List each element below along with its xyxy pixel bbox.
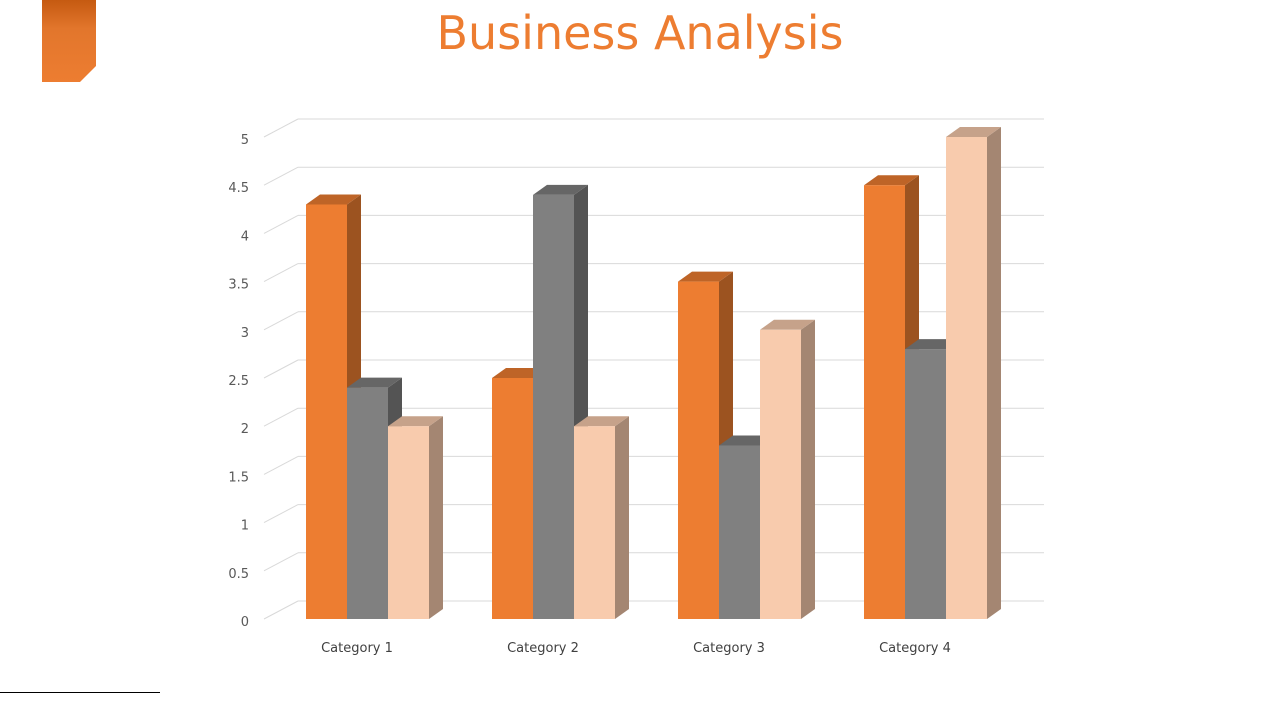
bar [760, 319, 815, 619]
y-tick-label: 1.5 [228, 470, 249, 485]
bar [946, 127, 1001, 619]
chart-bars [306, 127, 1001, 620]
y-tick-label: 0.5 [228, 567, 249, 582]
gridline [263, 214, 1044, 234]
y-axis-tick-labels: 0 0.5 1 1.5 2 2.5 3 3.5 4 4.5 5 [228, 133, 249, 630]
y-tick-label: 1 [241, 519, 249, 534]
y-tick-label: 4.5 [228, 181, 249, 196]
y-tick-label: 0 [241, 615, 249, 630]
y-tick-label: 3 [241, 326, 249, 341]
y-tick-label: 3.5 [228, 278, 249, 293]
y-tick-label: 5 [241, 133, 249, 148]
x-tick-label: Category 4 [879, 641, 951, 656]
y-tick-label: 2.5 [228, 374, 249, 389]
x-tick-label: Category 3 [693, 641, 765, 656]
x-tick-label: Category 1 [321, 641, 393, 656]
gridline [263, 311, 1044, 331]
bar [574, 416, 629, 619]
bar [388, 416, 443, 619]
x-axis-tick-labels: Category 1 Category 2 Category 3 Category 4 [321, 641, 951, 656]
gridline [263, 118, 1044, 138]
bar [533, 184, 588, 619]
y-tick-label: 4 [241, 229, 249, 244]
slide-title: Business Analysis [436, 6, 844, 60]
corner-tab-decoration [42, 0, 96, 82]
gridline [263, 166, 1044, 186]
footer-divider [0, 692, 160, 693]
gridline [263, 263, 1044, 283]
y-tick-label: 2 [241, 422, 249, 437]
x-tick-label: Category 2 [507, 641, 579, 656]
